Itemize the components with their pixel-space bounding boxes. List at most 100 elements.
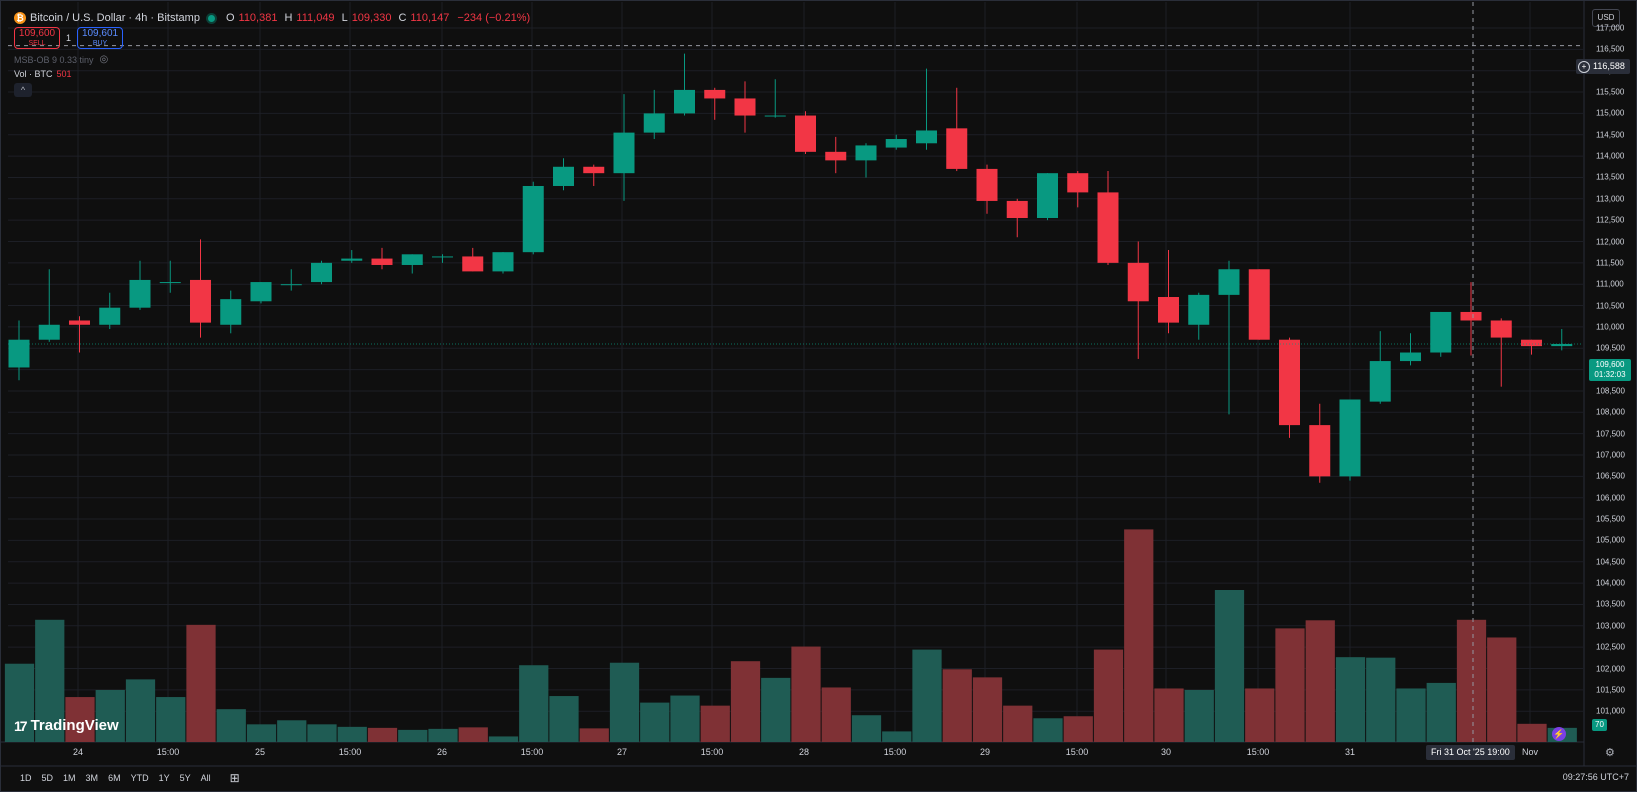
range-1m-button[interactable]: 1M: [63, 773, 76, 783]
market-open-icon: [207, 14, 215, 22]
candle-body: [946, 128, 968, 169]
candle-body: [522, 185, 544, 253]
candle-body: [613, 132, 635, 174]
symbol-legend[interactable]: ₿ Bitcoin / U.S. Dollar · 4h · Bitstamp …: [14, 10, 530, 26]
volume-bar: [95, 689, 125, 742]
volume-bar: [1517, 723, 1547, 742]
candle-body: [250, 282, 272, 302]
candle-body: [795, 115, 816, 152]
price-tick-label: 108,500: [1596, 386, 1625, 396]
volume-bar: [35, 619, 65, 742]
price-tick-label: 104,500: [1596, 557, 1625, 567]
collapse-legend-button[interactable]: ^: [14, 83, 32, 97]
candle-body: [976, 168, 998, 201]
range-3m-button[interactable]: 3M: [85, 773, 99, 783]
candle-body: [1279, 339, 1300, 426]
volume-bar: [942, 669, 972, 742]
scale-settings-icon[interactable]: ⚙: [1605, 747, 1615, 759]
candle-body: [69, 320, 90, 325]
price-tick-label: 112,500: [1596, 215, 1625, 225]
volume-bar: [821, 687, 851, 742]
indicator-msb-ob[interactable]: MSB-OB 9 0.33 tiny ◎: [14, 54, 108, 65]
volume-bar: [156, 697, 186, 742]
volume-bar: [851, 715, 882, 742]
price-tick-label: 104,000: [1596, 578, 1625, 588]
candle-body: [1037, 173, 1058, 219]
close-label: C: [398, 12, 407, 24]
candle-body: [99, 307, 121, 325]
high-label: H: [284, 12, 293, 24]
indicator-msb-ob-label: MSB-OB 9 0.33 tiny: [14, 54, 94, 65]
sell-button[interactable]: 109,600 SELL: [14, 27, 60, 49]
bottom-toolbar: 1D 5D 1M 3M 6M YTD 1Y 5Y All ⊞ 09:27:56 …: [0, 766, 1637, 790]
price-tick-label: 106,000: [1596, 493, 1625, 503]
volume-bar: [519, 665, 549, 742]
eye-hidden-icon[interactable]: ◎: [99, 54, 109, 65]
lightning-icon[interactable]: ⚡: [1552, 727, 1566, 741]
price-tick-label: 110,500: [1596, 301, 1625, 311]
volume-bar: [730, 661, 761, 742]
currency-button[interactable]: USD: [1592, 9, 1620, 27]
time-tick-label: 15:00: [338, 747, 362, 757]
time-tick-label: Nov: [1521, 747, 1539, 757]
candle-body: [916, 130, 937, 144]
range-5y-button[interactable]: 5Y: [179, 773, 191, 783]
volume-bar: [1366, 657, 1396, 742]
price-tick-label: 113,500: [1596, 172, 1625, 182]
time-tick-label: 25: [254, 747, 266, 757]
volume-bar: [337, 726, 367, 742]
indicator-volume[interactable]: Vol · BTC 501: [14, 69, 72, 79]
candle-body: [1430, 311, 1452, 353]
buy-price: 109,601: [81, 28, 119, 39]
buy-button[interactable]: 109,601 BUY: [77, 27, 124, 49]
time-tick-label: 31: [1344, 747, 1356, 757]
candle-body: [401, 254, 423, 265]
range-6m-button[interactable]: 6M: [108, 773, 121, 783]
candle-body: [1006, 200, 1028, 219]
range-all-button[interactable]: All: [200, 773, 211, 783]
candle-body: [38, 324, 60, 340]
range-ytd-button[interactable]: YTD: [130, 773, 149, 783]
chevron-up-icon: ^: [20, 85, 26, 95]
price-tick-label: 102,000: [1596, 664, 1625, 673]
price-tick-label: 106,500: [1596, 471, 1625, 481]
change-value: −234 (−0.21%): [457, 12, 531, 24]
plus-circle-icon[interactable]: +: [1578, 60, 1590, 73]
volume-bar: [640, 702, 670, 742]
time-tick-label: 15:00: [520, 747, 544, 757]
volume-bar: [246, 724, 277, 742]
price-tick-label: 101,000: [1596, 706, 1625, 716]
range-1d-button[interactable]: 1D: [20, 773, 32, 783]
volume-bar: [216, 709, 246, 742]
candle-body: [734, 98, 756, 116]
candle-body: [1067, 173, 1089, 193]
volume-bar: [1003, 705, 1033, 742]
candle-body: [190, 279, 211, 323]
range-1y-button[interactable]: 1Y: [158, 773, 170, 783]
candle-body: [1369, 361, 1391, 402]
candle-body: [1460, 311, 1482, 321]
price-tick-label: 102,500: [1596, 642, 1625, 652]
calendar-goto-icon[interactable]: ⊞: [229, 771, 240, 785]
candle-body: [462, 256, 484, 272]
candle-body: [1339, 399, 1361, 477]
overlay-layer: [8, 2, 1583, 742]
symbol-title[interactable]: Bitcoin / U.S. Dollar · 4h · Bitstamp: [30, 12, 200, 24]
candle-body: [1097, 192, 1119, 263]
time-tick-label: 28: [798, 747, 810, 757]
volume-badge: 70: [1592, 719, 1607, 731]
candle-body: [764, 115, 786, 117]
timezone-clock[interactable]: 09:27:56 UTC+7: [1562, 772, 1629, 782]
volume-bar: [700, 705, 730, 742]
volume-bar: [1456, 619, 1487, 742]
range-5d-button[interactable]: 5D: [41, 773, 54, 783]
crosshair-price: 116,588: [1593, 61, 1625, 71]
volume-bar: [1426, 682, 1456, 742]
candle-body: [311, 262, 332, 283]
tradingview-logo-icon: 17: [14, 717, 28, 734]
candle-body: [1248, 269, 1270, 340]
tradingview-logo[interactable]: 17 TradingView: [14, 717, 119, 734]
price-tick-label: 116,500: [1596, 44, 1625, 54]
time-tick-label: 15:00: [1246, 747, 1270, 757]
